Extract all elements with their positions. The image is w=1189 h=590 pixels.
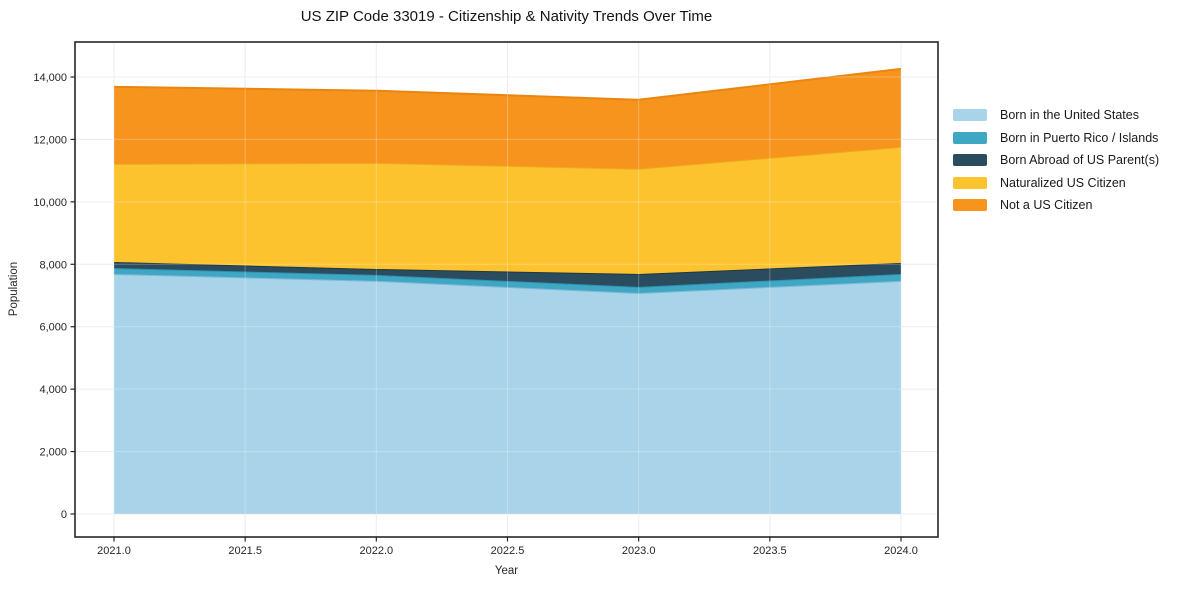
- y-tick-label-0: 0: [61, 509, 67, 521]
- y-tick-label-8000: 8,000: [39, 259, 67, 271]
- legend-swatch-icon: [953, 176, 987, 189]
- x-tick-label-2024: 2024.0: [884, 545, 918, 557]
- legend-item-4: Not a US Citizen: [953, 194, 1159, 217]
- y-tick-label-14000: 14,000: [33, 72, 67, 84]
- legend: Born in the United States Born in Puerto …: [953, 104, 1159, 217]
- x-tick-label-2022: 2022.0: [360, 545, 394, 557]
- legend-label: Born in the United States: [1000, 108, 1139, 123]
- legend-item-1: Born in Puerto Rico / Islands: [953, 127, 1159, 150]
- area-series-1: [114, 268, 901, 294]
- area-series-0: [114, 273, 901, 514]
- y-axis-title: Population: [8, 261, 20, 317]
- legend-item-3: Naturalized US Citizen: [953, 172, 1159, 195]
- x-tick-label-2023: 2023.0: [622, 545, 656, 557]
- legend-swatch-icon: [953, 199, 987, 212]
- y-tick-label-12000: 12,000: [33, 134, 67, 146]
- area-series-3: [114, 146, 901, 274]
- y-tick-label-6000: 6,000: [39, 322, 67, 334]
- legend-item-2: Born Abroad of US Parent(s): [953, 149, 1159, 172]
- legend-swatch-icon: [953, 131, 987, 144]
- legend-label: Not a US Citizen: [1000, 198, 1093, 213]
- x-tick-label-2023.5: 2023.5: [753, 545, 787, 557]
- legend-label: Born Abroad of US Parent(s): [1000, 153, 1160, 168]
- area-series-4-edge: [113, 67, 902, 101]
- legend-swatch-icon: [953, 154, 987, 167]
- y-tick-label-4000: 4,000: [39, 384, 67, 396]
- plot-frame: [74, 41, 939, 538]
- legend-item-0: Born in the United States: [953, 104, 1159, 127]
- y-tick-label-2000: 2,000: [39, 447, 67, 459]
- legend-label: Born in Puerto Rico / Islands: [1000, 130, 1159, 145]
- chart-title: US ZIP Code 33019 - Citizenship & Nativi…: [300, 8, 713, 25]
- x-tick-label-2022.5: 2022.5: [491, 545, 525, 557]
- area-series-4: [114, 68, 901, 169]
- x-tick-label-2021: 2021.0: [97, 545, 131, 557]
- x-tick-label-2021.5: 2021.5: [228, 545, 262, 557]
- legend-label: Naturalized US Citizen: [1000, 175, 1126, 190]
- legend-swatch-icon: [953, 109, 987, 122]
- x-axis-title: Year: [494, 565, 519, 577]
- y-tick-label-10000: 10,000: [33, 197, 67, 209]
